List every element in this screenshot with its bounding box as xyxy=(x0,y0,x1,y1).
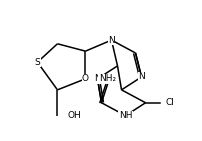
Text: NH₂: NH₂ xyxy=(98,74,116,83)
Text: NH: NH xyxy=(118,111,132,120)
Text: S: S xyxy=(34,58,40,67)
Text: Cl: Cl xyxy=(165,98,174,107)
Text: N: N xyxy=(94,74,100,83)
Text: OH: OH xyxy=(67,111,81,120)
Text: N: N xyxy=(138,72,144,81)
Text: O: O xyxy=(82,74,88,83)
Text: N: N xyxy=(108,36,114,45)
